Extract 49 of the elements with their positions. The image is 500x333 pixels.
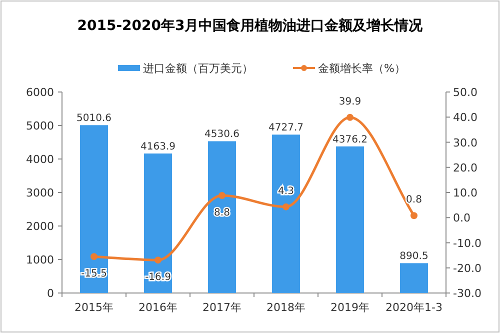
bar	[208, 141, 236, 293]
chart-title: 2015-2020年3月中国食用植物油进口金额及增长情况	[77, 17, 424, 34]
bar	[272, 134, 300, 293]
point	[410, 212, 418, 220]
y-tick-label: 2000	[26, 220, 54, 233]
y-tick-label: 5000	[26, 120, 54, 132]
y2-tick-label: 30.0	[453, 136, 478, 150]
x-tick-label: 2016年	[138, 301, 178, 314]
data-label: 4727.7	[268, 122, 304, 134]
x-tick-label: 2019年	[330, 301, 370, 314]
legend-label: 金额增长率（%）	[318, 62, 406, 75]
data-label: 4.3	[278, 186, 294, 197]
y2-tick-label: -10.0	[453, 236, 482, 250]
data-label: -15.5	[81, 268, 107, 280]
y2-tick-label: 0.0	[453, 212, 470, 225]
point	[282, 203, 290, 210]
y2-tick-label: 10.0	[453, 186, 478, 200]
y2-tick-label: 20.0	[453, 161, 478, 174]
data-label: 4376.2	[332, 134, 368, 146]
point	[346, 114, 354, 121]
data-label: 890.5	[400, 251, 428, 262]
legend-label: 进口金额（百万美元）	[143, 62, 253, 75]
bar	[80, 125, 108, 293]
data-label: 5010.6	[76, 113, 112, 124]
x-tick-label: 2015年	[74, 301, 114, 314]
y-tick-label: 1000	[26, 254, 54, 266]
y2-tick-label: 50.0	[453, 86, 478, 99]
y-tick-label: 4000	[26, 153, 54, 166]
bar	[144, 154, 172, 293]
y-tick-label: 0	[47, 287, 54, 300]
x-tick-label: 2018年	[266, 301, 306, 314]
y2-tick-label: -30.0	[453, 287, 482, 300]
data-label: 4530.6	[204, 129, 240, 140]
y2-tick-label: -20.0	[453, 262, 482, 275]
data-label: 39.9	[338, 96, 362, 108]
data-label: 0.8	[406, 194, 422, 206]
data-label: -16.9	[145, 272, 171, 284]
point	[154, 256, 162, 264]
x-tick-label: 2017年	[202, 301, 242, 314]
point	[218, 192, 226, 200]
bar	[400, 263, 428, 293]
x-tick-label: 2020年1-3	[386, 301, 442, 314]
data-label: 8.8	[214, 208, 230, 219]
y2-tick-label: 40.0	[453, 111, 478, 124]
data-label: 4163.9	[140, 142, 176, 153]
y-tick-label: 6000	[26, 86, 54, 99]
point	[90, 253, 98, 260]
bar	[336, 146, 364, 293]
y-tick-label: 3000	[26, 186, 54, 200]
